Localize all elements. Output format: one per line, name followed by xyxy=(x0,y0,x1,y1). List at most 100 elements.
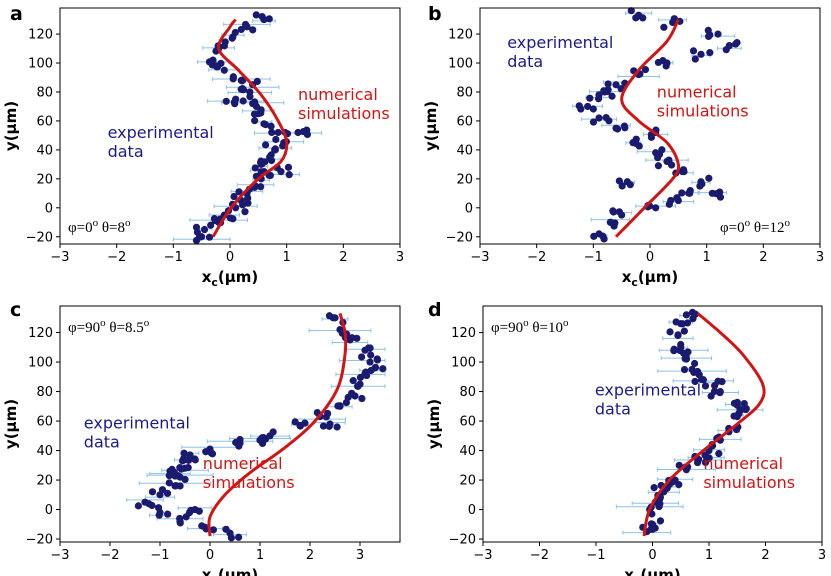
data-point xyxy=(612,81,620,89)
data-point xyxy=(615,208,623,216)
data-point xyxy=(344,393,352,401)
data-point xyxy=(641,65,650,74)
data-point xyxy=(356,373,364,382)
data-point xyxy=(231,28,239,37)
y-tick-label: 120 xyxy=(448,28,473,43)
numerical-simulations-label: simulations xyxy=(203,473,295,492)
data-point xyxy=(684,348,692,356)
y-tick-label: 0 xyxy=(468,503,476,518)
data-point xyxy=(670,15,678,23)
data-point xyxy=(291,418,299,426)
x-tick-label: 1 xyxy=(705,548,713,563)
data-point xyxy=(250,110,259,118)
experimental-data-label: experimental xyxy=(595,381,701,400)
data-point xyxy=(202,448,210,456)
data-point xyxy=(595,114,603,122)
x-tick-label: −3 xyxy=(50,548,69,563)
data-point xyxy=(154,504,163,512)
x-tick-label: −1 xyxy=(584,250,603,265)
y-tick-label: 120 xyxy=(28,28,53,43)
data-point xyxy=(620,122,629,130)
y-tick-label: 60 xyxy=(459,415,476,430)
experimental-data-label: data xyxy=(84,433,120,452)
data-point xyxy=(348,334,356,342)
data-point xyxy=(285,171,293,179)
data-point xyxy=(325,312,334,320)
data-point xyxy=(632,14,640,22)
x-tick-label: −1 xyxy=(150,548,169,563)
data-point xyxy=(176,464,184,472)
data-point xyxy=(176,482,184,490)
data-point xyxy=(604,80,612,88)
x-tick-label: 2 xyxy=(759,250,767,265)
y-tick-label: 120 xyxy=(451,326,476,341)
panel-a: −3 −2 −1 0 1 2 3 −20 0 20 40 60 80 100 120 xc(μm) y(μm) a… xyxy=(2,3,404,289)
data-point xyxy=(674,331,682,339)
data-point xyxy=(666,328,674,336)
data-point xyxy=(253,77,261,86)
angle-annotation: φ=90o θ=10o xyxy=(491,317,569,336)
angle-annotation: φ=90o θ=8.5o xyxy=(68,317,150,336)
data-point xyxy=(707,392,715,400)
experimental-data-label: experimental xyxy=(108,123,214,142)
data-point xyxy=(209,526,217,534)
data-point xyxy=(599,232,607,240)
data-point xyxy=(701,382,710,390)
data-point xyxy=(714,377,722,385)
data-point xyxy=(148,501,156,510)
data-point xyxy=(232,438,240,447)
experimental-points xyxy=(134,312,387,542)
data-point xyxy=(268,128,276,137)
y-tick-label: 0 xyxy=(45,503,53,518)
x-axis-label: xc(μm) xyxy=(202,268,259,289)
y-tick-label: 100 xyxy=(28,57,53,72)
data-point xyxy=(742,405,750,414)
data-point xyxy=(349,377,357,385)
y-tick-label: 40 xyxy=(36,143,53,158)
data-point xyxy=(267,122,275,130)
data-point xyxy=(650,484,658,492)
data-point xyxy=(239,86,248,94)
data-point xyxy=(589,118,598,126)
data-point xyxy=(187,506,195,514)
data-point xyxy=(220,66,228,74)
y-tick-label: 80 xyxy=(36,385,53,400)
data-point xyxy=(193,228,202,236)
panel-d: −3 −2 −1 0 1 2 3 −20 0 20 40 60 80 100 120 xc(μm) y(μm) d… xyxy=(425,299,826,576)
y-tick-label: 100 xyxy=(448,57,473,72)
data-point xyxy=(618,182,626,190)
data-point xyxy=(148,488,157,496)
data-point xyxy=(678,167,687,176)
panel-label: a xyxy=(10,3,23,25)
data-point xyxy=(303,126,311,134)
data-point xyxy=(261,158,269,166)
x-tick-label: 0 xyxy=(646,250,654,265)
data-point xyxy=(294,128,302,137)
data-point xyxy=(165,471,173,480)
data-point xyxy=(246,93,254,101)
data-point xyxy=(241,208,249,216)
data-point xyxy=(195,507,203,515)
data-point xyxy=(697,50,705,58)
y-tick-label: 0 xyxy=(465,201,473,216)
data-point xyxy=(222,97,230,105)
data-point xyxy=(691,55,699,63)
data-point xyxy=(272,135,280,144)
data-point xyxy=(647,525,655,533)
data-point xyxy=(235,533,243,541)
simulation-curve xyxy=(211,18,289,238)
data-point xyxy=(678,189,686,197)
data-point xyxy=(685,189,693,197)
x-tick-label: −2 xyxy=(527,250,546,265)
data-point xyxy=(584,102,592,111)
data-point xyxy=(722,46,730,54)
panel-label: d xyxy=(428,299,442,321)
data-point xyxy=(184,464,192,472)
numerical-simulations-label: numerical xyxy=(298,85,378,104)
data-point xyxy=(575,102,583,110)
data-point xyxy=(589,105,597,113)
data-point xyxy=(168,465,176,473)
data-point xyxy=(208,61,216,69)
data-point xyxy=(667,161,676,169)
